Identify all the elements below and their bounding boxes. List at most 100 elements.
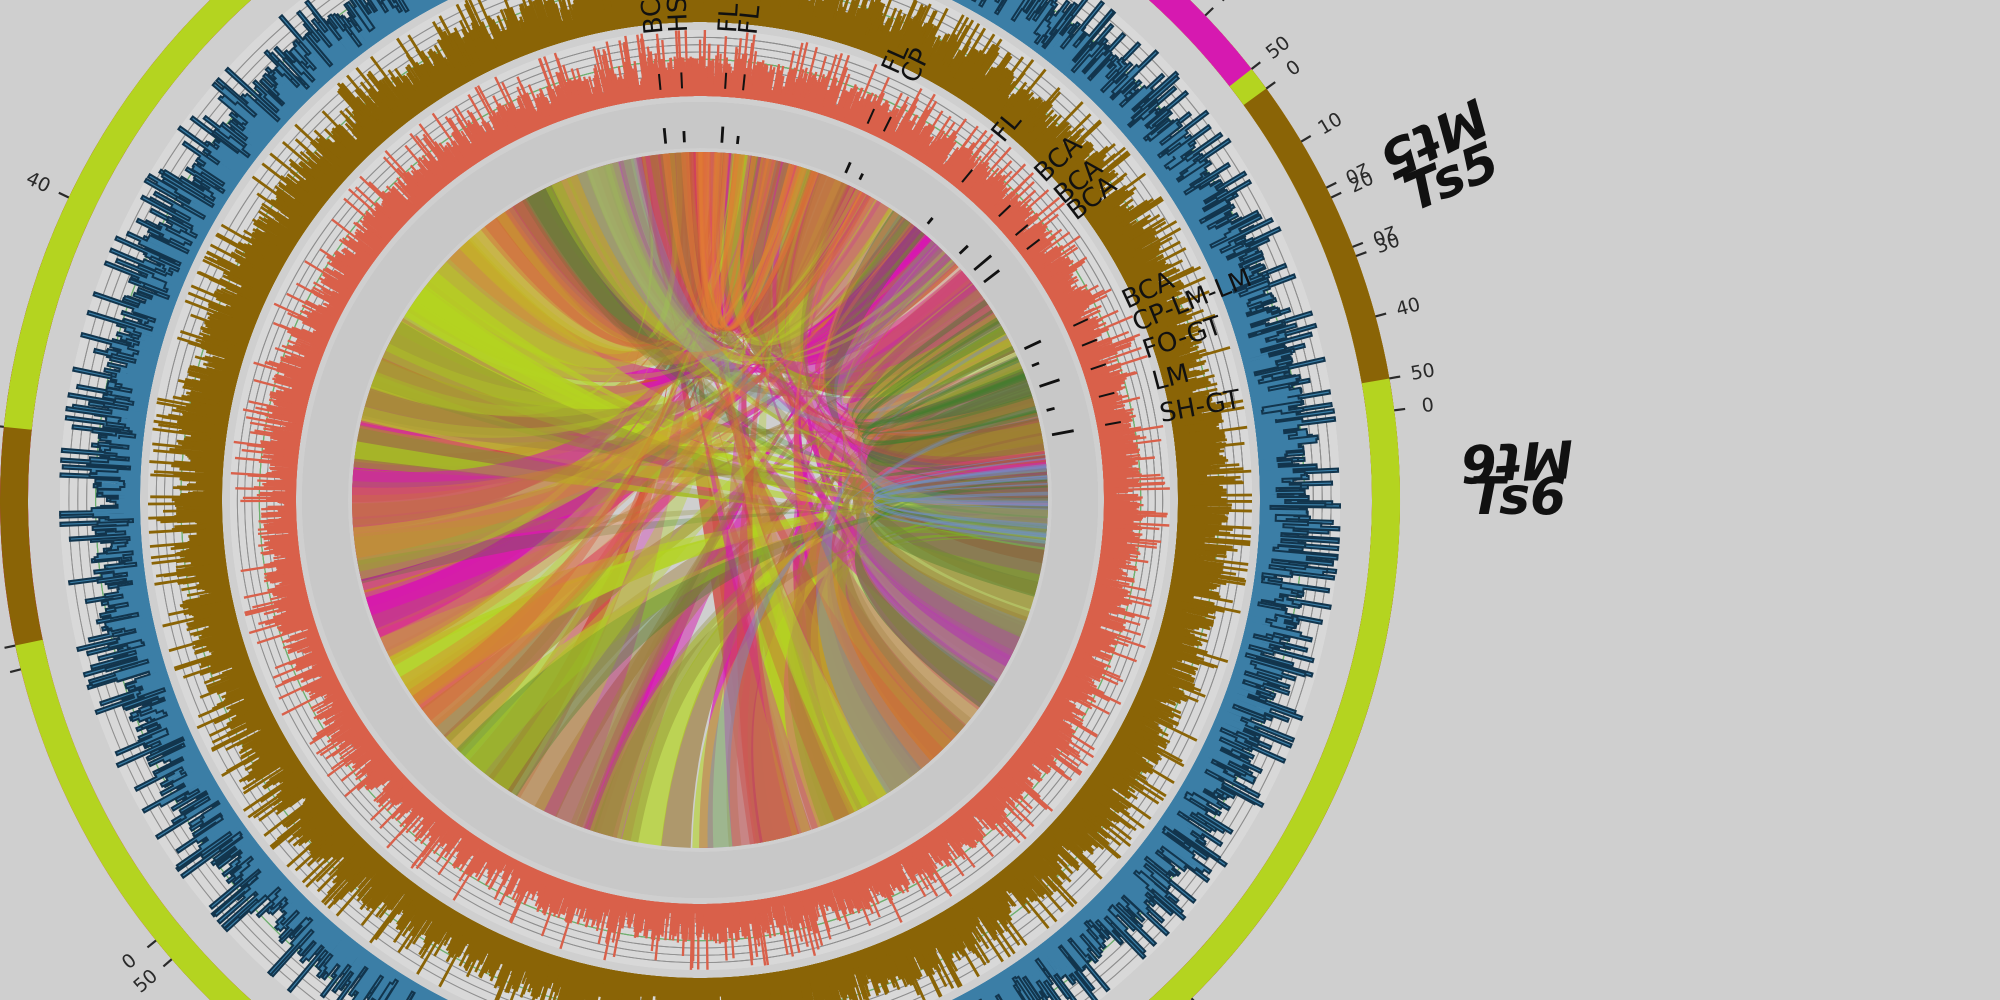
ideogram-label-Mt6: Mt6 bbox=[1459, 427, 1575, 493]
synteny-ribbon bbox=[590, 158, 970, 368]
axis-tick-label: 0 bbox=[1420, 394, 1435, 417]
track-gridline bbox=[909, 6, 1123, 171]
track-gridline bbox=[1195, 139, 1305, 394]
synteny-ribbon bbox=[362, 240, 936, 437]
synteny-ribbon bbox=[429, 238, 1048, 478]
histogram-bars bbox=[602, 0, 885, 54]
synteny-ribbon bbox=[714, 152, 915, 814]
axis-tick bbox=[1330, 191, 1342, 199]
feature-track-background bbox=[984, 266, 1092, 439]
axis-tick-label: 50 bbox=[1409, 359, 1437, 385]
feature-track-background bbox=[624, 102, 843, 172]
histogram-bars bbox=[1100, 439, 1170, 560]
synteny-ribbon bbox=[711, 152, 757, 328]
synteny-ribbon bbox=[750, 157, 1007, 391]
synteny-ribbon bbox=[840, 244, 1048, 542]
synteny-ribbon bbox=[864, 457, 1046, 651]
synteny-ribbon bbox=[354, 169, 811, 463]
synteny-ribbon bbox=[370, 191, 863, 418]
ideogram-Ts6[interactable] bbox=[1365, 402, 1400, 598]
feature-marker bbox=[958, 244, 969, 255]
synteny-ribbon bbox=[352, 232, 926, 566]
feature-marker bbox=[1039, 378, 1060, 388]
synteny-ribbon bbox=[799, 188, 1000, 388]
synteny-ribbon-layer bbox=[351, 151, 1049, 849]
synteny-ribbon bbox=[860, 323, 1048, 550]
ideogram-label-Ts6: Ts6 bbox=[1470, 467, 1566, 527]
track-gridline bbox=[877, 80, 1060, 220]
ideogram-Ts5[interactable] bbox=[1243, 88, 1390, 384]
histogram-bars bbox=[886, 5, 1110, 206]
feature-label: FL bbox=[734, 3, 767, 36]
synteny-ribbon bbox=[865, 357, 1046, 468]
track-gridline bbox=[1157, 435, 1164, 565]
synteny-ribbon bbox=[549, 152, 729, 336]
synteny-ribbon bbox=[851, 299, 1027, 425]
track-gridline bbox=[1203, 134, 1314, 393]
synteny-ribbon bbox=[415, 165, 802, 375]
synteny-ribbon bbox=[824, 210, 1048, 483]
histogram-outline bbox=[1261, 416, 1340, 580]
synteny-ribbon bbox=[860, 355, 1027, 436]
synteny-ribbon bbox=[854, 317, 1027, 429]
synteny-ribbon bbox=[873, 491, 1048, 544]
feature-track-background bbox=[837, 133, 1014, 284]
synteny-ribbon bbox=[371, 303, 990, 631]
synteny-ribbon bbox=[739, 155, 994, 380]
axis-tick bbox=[9, 668, 22, 674]
synteny-ribbon bbox=[371, 321, 1048, 511]
axis-tick bbox=[1300, 134, 1312, 143]
feature-leader-line bbox=[1090, 363, 1107, 371]
synteny-ribbon bbox=[843, 283, 1024, 420]
feature-marker bbox=[973, 254, 993, 271]
feature-leader-line bbox=[1072, 318, 1089, 327]
histogram-bars bbox=[619, 30, 857, 123]
synteny-ribbon bbox=[688, 152, 912, 347]
synteny-ribbon bbox=[660, 414, 1039, 848]
synteny-ribbon bbox=[365, 159, 775, 657]
synteny-ribbon bbox=[589, 478, 1048, 839]
synteny-ribbon bbox=[873, 465, 1047, 538]
axis-tick bbox=[0, 425, 4, 428]
synteny-ribbon bbox=[480, 161, 781, 350]
synteny-ribbon bbox=[370, 156, 654, 416]
synteny-ribbon bbox=[856, 407, 1037, 688]
synteny-ribbon bbox=[464, 259, 954, 791]
ideogram-layer bbox=[0, 0, 1400, 1000]
track-gridline bbox=[912, 0, 1129, 166]
feature-leader-line bbox=[657, 73, 662, 90]
synteny-ribbon bbox=[604, 158, 855, 339]
synteny-ribbon bbox=[709, 152, 1046, 466]
synteny-ribbon bbox=[424, 154, 749, 369]
feature-leader-line bbox=[882, 116, 892, 132]
synteny-ribbon bbox=[837, 280, 998, 710]
ideogram-Ts4[interactable] bbox=[963, 0, 1252, 87]
synteny-ribbon bbox=[495, 181, 986, 383]
axis-tick bbox=[1265, 81, 1276, 90]
axis-tick bbox=[1355, 251, 1367, 258]
synteny-ribbon bbox=[459, 152, 678, 355]
synteny-ribbon bbox=[712, 152, 798, 330]
synteny-ribbon bbox=[816, 334, 1009, 794]
feature-marker bbox=[1046, 406, 1055, 412]
synteny-ribbon bbox=[545, 163, 956, 365]
synteny-ribbon bbox=[698, 152, 746, 327]
synteny-ribbon bbox=[852, 347, 1026, 683]
feature-marker bbox=[858, 173, 864, 181]
histogram-bars bbox=[1086, 196, 1231, 417]
feature-marker bbox=[1031, 361, 1040, 368]
synteny-ribbon bbox=[818, 522, 1048, 799]
synteny-ribbon bbox=[449, 196, 875, 366]
synteny-ribbon bbox=[421, 324, 1003, 742]
feature-marker bbox=[662, 128, 668, 144]
synteny-ribbon bbox=[709, 152, 892, 805]
synteny-ribbon bbox=[634, 152, 818, 333]
histogram-outline bbox=[970, 0, 1181, 143]
synteny-ribbon bbox=[515, 152, 708, 825]
synteny-ribbon bbox=[699, 282, 976, 849]
synteny-ribbon bbox=[822, 240, 982, 392]
synteny-ribbon bbox=[692, 537, 1046, 848]
synteny-ribbon bbox=[842, 299, 1007, 705]
